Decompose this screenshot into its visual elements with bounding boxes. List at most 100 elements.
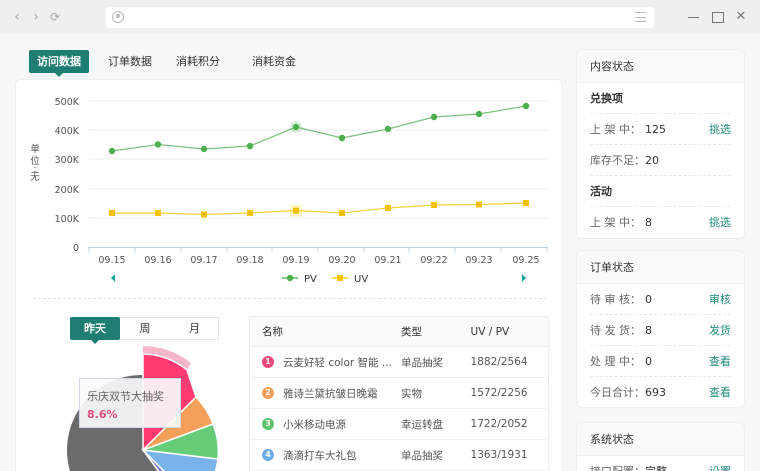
tooltip-value: 8.6% — [87, 408, 118, 421]
row-value: 693 — [645, 386, 666, 399]
menu-icon[interactable] — [635, 12, 646, 22]
tab-visit-data[interactable]: 访问数据 — [29, 50, 89, 77]
svg-text:09.15: 09.15 — [98, 255, 125, 266]
maximize-icon[interactable] — [710, 9, 726, 25]
svg-text:09.25: 09.25 — [512, 255, 539, 266]
svg-text:09.17: 09.17 — [190, 255, 217, 266]
order-status-panel: 订单状态 待 审 核： 0 审核 待 发 货： 8 发货 处 理 中： 0 查看… — [576, 250, 745, 408]
svg-text:位: 位 — [30, 155, 40, 167]
main-card: 500K 400K 300K 200K 100K 0 单 位 : 无 09.15… — [15, 79, 563, 471]
globe-icon — [112, 11, 124, 23]
item-uvpv: 1882/2564 — [470, 356, 528, 368]
y-tick: 100K — [55, 214, 80, 225]
item-type: 实物 — [401, 387, 423, 400]
item-type: 单品抽奖 — [401, 449, 444, 462]
status-row: 今日合计： 693 查看 — [590, 377, 731, 407]
close-icon[interactable]: ✕ — [735, 9, 747, 24]
review-link[interactable]: 审核 — [709, 293, 731, 306]
status-row: 上 架 中： 125 挑选 — [590, 114, 731, 145]
svg-text:09.18: 09.18 — [236, 255, 263, 266]
row-value: 完整 — [641, 456, 709, 471]
row-value: 0 — [645, 355, 652, 368]
col-name: 名称 — [262, 326, 283, 338]
item-name: 雅诗兰黛抗皱日晚霜 — [283, 387, 378, 400]
y-tick: 500K — [55, 97, 80, 108]
item-type: 单品抽奖 — [401, 356, 444, 369]
row-value: 8 — [645, 324, 652, 337]
section-divider — [33, 298, 547, 299]
row-label: 待 发 货： — [590, 324, 641, 337]
item-uvpv: 1572/2256 — [470, 387, 528, 399]
row-label: 处 理 中： — [590, 355, 641, 368]
item-type: 幸运转盘 — [401, 418, 444, 431]
tab-order-data[interactable]: 订单数据 — [108, 55, 152, 68]
row-label: 上 架 中： — [590, 216, 641, 229]
rank-badge: 1 — [262, 356, 274, 368]
svg-text:单: 单 — [30, 143, 40, 155]
browser-toolbar: ‹ › ⟳ ✕ — [0, 0, 760, 34]
svg-text:无: 无 — [30, 172, 40, 183]
status-row: 处 理 中： 0 查看 — [590, 346, 731, 377]
ship-link[interactable]: 发货 — [709, 324, 731, 337]
svg-text:UV: UV — [354, 274, 368, 285]
system-status-panel: 系统状态 接口配置： 完整 设置 — [576, 422, 745, 471]
period-yesterday[interactable]: 昨天 — [70, 317, 120, 344]
rank-badge: 3 — [262, 418, 274, 430]
row-label: 上 架 中： — [590, 123, 641, 136]
item-name: 云麦好轻 color 智能 ... — [283, 356, 392, 369]
group-title: 兑换项 — [590, 83, 731, 114]
status-row: 上 架 中： 8 挑选 — [590, 207, 731, 238]
settings-link[interactable]: 设置 — [709, 456, 731, 471]
group-title: 活动 — [590, 176, 731, 207]
status-row: 待 审 核： 0 审核 — [590, 284, 731, 315]
panel-title: 系统状态 — [577, 423, 744, 456]
item-name: 小米移动电源 — [283, 418, 346, 431]
status-row: 待 发 货： 8 发货 — [590, 315, 731, 346]
svg-text:09.22: 09.22 — [420, 255, 447, 266]
rank-badge: 2 — [262, 387, 274, 399]
item-uvpv: 1363/1931 — [470, 449, 528, 461]
back-icon[interactable]: ‹ — [14, 9, 20, 25]
y-tick: 300K — [55, 155, 80, 166]
svg-text::: : — [33, 164, 36, 175]
svg-text:09.21: 09.21 — [374, 255, 401, 266]
row-value: 125 — [645, 123, 666, 136]
svg-text:PV: PV — [304, 274, 317, 285]
tab-points-consumed[interactable]: 消耗积分 — [176, 55, 220, 68]
row-value: 8 — [645, 216, 652, 229]
tooltip-name: 乐庆双节大抽奖 — [87, 390, 164, 403]
row-label: 库存不足： — [590, 154, 645, 167]
item-uvpv: 1722/2052 — [470, 418, 528, 430]
period-month[interactable]: 月 — [189, 322, 200, 335]
table-row[interactable]: 1 云麦好轻 color 智能 ... 单品抽奖 1882/2564 — [250, 347, 548, 378]
y-tick: 200K — [55, 185, 80, 196]
view-link[interactable]: 查看 — [709, 355, 731, 368]
select-link[interactable]: 挑选 — [709, 123, 731, 136]
minimize-icon[interactable] — [686, 9, 702, 25]
reload-icon[interactable]: ⟳ — [49, 10, 61, 24]
period-week[interactable]: 周 — [139, 322, 151, 335]
row-value: 0 — [645, 293, 652, 306]
tab-funds-consumed[interactable]: 消耗资金 — [252, 55, 296, 68]
table-row[interactable]: 2 雅诗兰黛抗皱日晚霜 实物 1572/2256 — [250, 378, 548, 409]
row-value: 20 — [645, 154, 659, 167]
svg-text:09.16: 09.16 — [144, 255, 171, 266]
view-link[interactable]: 查看 — [709, 386, 731, 399]
row-label: 待 审 核： — [590, 293, 641, 306]
svg-text:09.19: 09.19 — [282, 255, 309, 266]
panel-title: 内容状态 — [577, 50, 744, 83]
chart-next-arrow — [522, 274, 526, 282]
row-label: 接口配置： — [590, 456, 645, 471]
svg-text:09.20: 09.20 — [328, 255, 355, 266]
row-label: 今日合计： — [590, 386, 645, 399]
panel-title: 订单状态 — [577, 251, 744, 284]
table-header: 名称 类型 UV / PV — [250, 317, 548, 347]
status-row: 接口配置： 完整 设置 — [590, 456, 731, 471]
pie-tooltip: 乐庆双节大抽奖 8.6% — [79, 378, 181, 428]
table-row[interactable]: 4 滴滴打车大礼包 单品抽奖 1363/1931 — [250, 440, 548, 471]
forward-icon[interactable]: › — [33, 9, 39, 25]
address-bar[interactable] — [106, 7, 654, 28]
table-row[interactable]: 3 小米移动电源 幸运转盘 1722/2052 — [250, 409, 548, 440]
select-link[interactable]: 挑选 — [709, 216, 731, 229]
col-uvpv: UV / PV — [470, 325, 510, 338]
